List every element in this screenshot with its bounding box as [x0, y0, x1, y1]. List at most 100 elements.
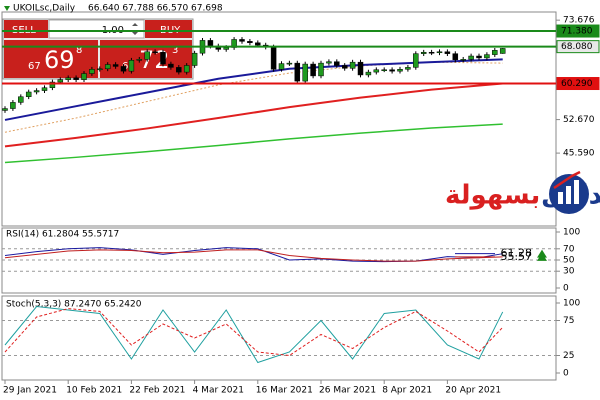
main-pane [1, 11, 557, 227]
logo-bar [574, 180, 579, 204]
price-label-box [556, 40, 600, 54]
candle-body [57, 79, 64, 83]
candle-body [381, 69, 387, 71]
candle-body [318, 62, 324, 77]
logo-arrow [553, 170, 581, 190]
candle-body [341, 65, 348, 69]
price-label-box [556, 77, 600, 91]
candle-body [49, 81, 56, 88]
x-tick-label: 22 Feb 2021 [129, 386, 185, 396]
logo-bar [558, 192, 563, 204]
sell-main[interactable]: 69 [44, 46, 75, 74]
candle-body [191, 52, 198, 66]
price-label: 60.290 [561, 79, 593, 89]
candle-body [310, 63, 316, 77]
candle-body [286, 62, 293, 65]
candle-body [33, 90, 40, 93]
y-tick-label: 0 [563, 369, 569, 379]
symbol: UKOILsc,Daily [13, 4, 76, 14]
x-tick-label: 4 Mar 2021 [193, 386, 244, 396]
indicator-line [4, 308, 504, 357]
buy-sup[interactable]: 3 [172, 45, 178, 56]
y-tick-label: 0 [563, 284, 569, 294]
candle-body [444, 51, 451, 54]
candle-body [413, 53, 419, 68]
candle-body [65, 77, 71, 80]
last-value-label: 61.28 [501, 247, 533, 260]
sell-prefix[interactable]: 67 [28, 61, 41, 72]
stoch-pane [1, 295, 557, 381]
candle-body [484, 54, 490, 59]
buy-prefix[interactable]: 67 [122, 61, 135, 72]
candle-body [89, 69, 95, 74]
candle-body [499, 48, 506, 54]
candle-body [270, 46, 277, 70]
up-triangle [537, 252, 547, 261]
candle-body [168, 63, 174, 68]
candle-body [73, 77, 79, 80]
buy-button[interactable] [145, 20, 192, 38]
symbol-icon [4, 6, 10, 11]
candle-body [207, 40, 214, 47]
candle-body [18, 96, 24, 103]
candle-body [247, 41, 253, 44]
candle-body [294, 62, 301, 82]
candle-body [176, 67, 182, 73]
candle-body [255, 42, 261, 46]
y-tick-label: 52.670 [563, 115, 595, 125]
candle-body [405, 67, 411, 70]
candle-body [278, 63, 285, 70]
ohlc: 66.640 67.788 66.570 67.698 [88, 4, 223, 14]
logo-bar [566, 186, 571, 204]
candle-body [144, 51, 150, 60]
candle-body [136, 59, 143, 61]
y-tick-label: 25 [563, 351, 574, 361]
candle-body [365, 71, 372, 76]
x-tick-label: 16 Mar 2021 [256, 386, 313, 396]
candle-body [357, 61, 364, 76]
indicator-line [4, 249, 503, 262]
moving-average [4, 58, 503, 121]
price-label: 68.080 [561, 42, 593, 52]
moving-average [4, 82, 503, 148]
candle-body [373, 69, 380, 73]
candle-body [334, 61, 340, 66]
candle-body [452, 53, 459, 61]
candle-body [104, 64, 111, 70]
candle-body [436, 51, 443, 54]
moving-average [4, 123, 503, 164]
y-tick-label: 73.676 [563, 16, 595, 26]
y-tick-label: 70 [563, 244, 575, 254]
logo-word2: بسهولة [445, 181, 540, 211]
candle-body [428, 51, 435, 54]
candle-body [97, 68, 103, 71]
price-label-box [556, 24, 600, 38]
candle-body [120, 66, 127, 72]
sell-sup[interactable]: 8 [76, 45, 82, 56]
y-tick-label: 45.590 [563, 149, 595, 159]
stoch-title: Stoch(5,3,3) 87.2470 65.2420 [6, 300, 142, 310]
candle-body [223, 47, 229, 50]
candle-body [349, 61, 356, 69]
candle-body [152, 51, 158, 54]
candle-body [420, 51, 427, 54]
lot-field[interactable] [48, 19, 145, 39]
candle-body [160, 51, 166, 65]
candle-body [389, 69, 395, 72]
candle-body [10, 102, 16, 109]
y-tick-label: 50 [563, 256, 575, 266]
sell-button[interactable] [4, 20, 48, 38]
y-tick-label: 30 [563, 267, 575, 277]
price-label: 71.380 [561, 27, 593, 37]
rsi-title: RSI(14) 61.2804 55.5717 [6, 230, 119, 240]
candle-body [112, 64, 119, 67]
candle-body [492, 50, 498, 55]
candle-body [128, 60, 135, 72]
candle-body [2, 108, 8, 111]
indicator-line [4, 247, 503, 263]
candle-body [468, 55, 474, 60]
candle-body [397, 69, 403, 72]
indicator-line [4, 305, 504, 364]
x-tick-label: 26 Mar 2021 [319, 386, 376, 396]
